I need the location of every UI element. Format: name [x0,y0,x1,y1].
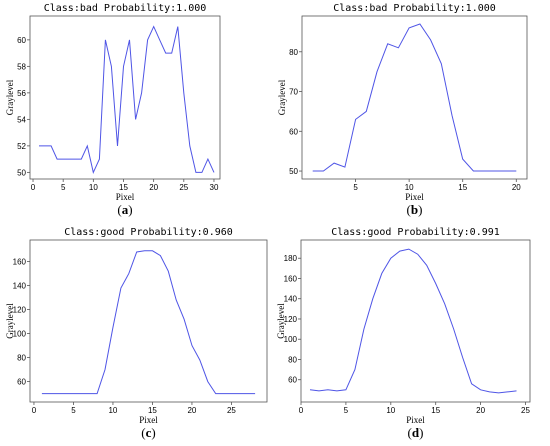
graylevel-series-line [39,25,215,174]
x-tick-label: 15 [148,406,157,415]
panel-b: Class:bad Probability:1.000 5 10 15 20 50 60 70… [275,0,550,223]
y-tick-label: 160 [284,274,298,283]
graylevel-series-line [312,23,517,172]
panel-caption-letter: b [411,202,418,217]
panel-caption: (d) [408,425,424,440]
y-tick-label: 120 [284,315,298,324]
x-tick-label: 25 [521,406,530,415]
x-tick-label: 20 [512,183,521,192]
panel-caption: (b) [407,202,423,217]
x-tick-label: 30 [210,183,219,192]
y-tick-label: 58 [17,62,26,71]
x-tick-label: 15 [431,406,440,415]
x-tick-label: 10 [89,183,98,192]
chart-title: Class:bad Probability:1.000 [333,3,496,14]
panel-d: Class:good Probability:0.991 0 5 10 15 20 25 60… [275,223,550,446]
y-tick-label: 60 [288,376,297,385]
chart-d: Class:good Probability:0.991 0 5 10 15 20 25 60… [276,227,531,440]
x-tick-label: 20 [476,406,485,415]
x-axis-label: Pixel [139,415,158,425]
x-tick-label: 10 [386,406,395,415]
x-tick-label: 0 [31,183,36,192]
y-tick-label: 120 [13,306,27,315]
panel-c: Class:good Probability:0.960 0 5 10 15 20 25 60… [0,223,275,446]
y-axis-label: Graylevel [276,303,286,339]
x-tick-label: 20 [149,183,158,192]
x-tick-label: 0 [32,406,37,415]
x-tick-label: 5 [61,183,66,192]
y-tick-label: 50 [17,168,26,177]
graylevel-series-line [309,248,517,394]
x-tick-label: 10 [108,406,117,415]
panel-caption: (a) [117,202,132,217]
x-tick-label: 10 [405,183,414,192]
x-tick-label: 5 [353,183,358,192]
plot-frame [300,239,531,403]
plot-frame [29,239,268,403]
panel-a: Class:bad Probability:1.000 0 5 10 15 20 25 30 5… [0,0,275,223]
y-tick-label: 160 [13,258,27,267]
chart-title: Class:good Probability:0.991 [331,227,500,238]
plot-frame [29,15,221,180]
x-tick-label: 5 [344,406,349,415]
y-tick-label: 80 [17,354,26,363]
x-tick-label: 25 [179,183,188,192]
chart-title: Class:good Probability:0.960 [64,227,233,238]
x-tick-label: 15 [119,183,128,192]
y-axis-label: Graylevel [5,79,15,115]
y-tick-label: 52 [17,142,26,151]
y-tick-label: 60 [289,127,298,136]
y-tick-label: 54 [17,115,26,124]
y-axis-label: Graylevel [5,303,15,339]
x-axis-label: Pixel [116,192,135,202]
x-tick-label: 15 [458,183,467,192]
x-tick-label: 0 [299,406,304,415]
y-tick-label: 60 [17,36,26,45]
x-tick-label: 20 [187,406,196,415]
y-tick-label: 140 [13,282,27,291]
y-tick-label: 140 [284,295,298,304]
chart-title: Class:bad Probability:1.000 [44,3,207,14]
panel-caption-letter: d [412,425,420,440]
y-tick-label: 50 [289,167,298,176]
chart-c: Class:good Probability:0.960 0 5 10 15 20 25 60… [5,227,268,440]
y-tick-label: 60 [17,378,26,387]
y-tick-label: 56 [17,89,26,98]
chart-b: Class:bad Probability:1.000 5 10 15 20 50 60 70… [277,3,528,217]
plot-frame [301,15,528,180]
y-tick-label: 80 [288,355,297,364]
x-tick-label: 5 [71,406,76,415]
panel-caption-letter: c [146,425,152,440]
y-axis-label: Graylevel [277,79,287,115]
y-tick-label: 80 [289,48,298,57]
panel-caption: (c) [141,425,155,440]
graylevel-series-line [41,250,256,395]
chart-a: Class:bad Probability:1.000 0 5 10 15 20 25 30 5… [5,3,221,217]
y-tick-label: 180 [284,254,298,263]
x-tick-label: 25 [227,406,236,415]
y-tick-label: 100 [284,335,298,344]
x-axis-label: Pixel [405,192,424,202]
y-tick-label: 70 [289,88,298,97]
x-axis-label: Pixel [406,415,425,425]
y-tick-label: 100 [13,330,27,339]
panel-caption-letter: a [122,202,129,217]
